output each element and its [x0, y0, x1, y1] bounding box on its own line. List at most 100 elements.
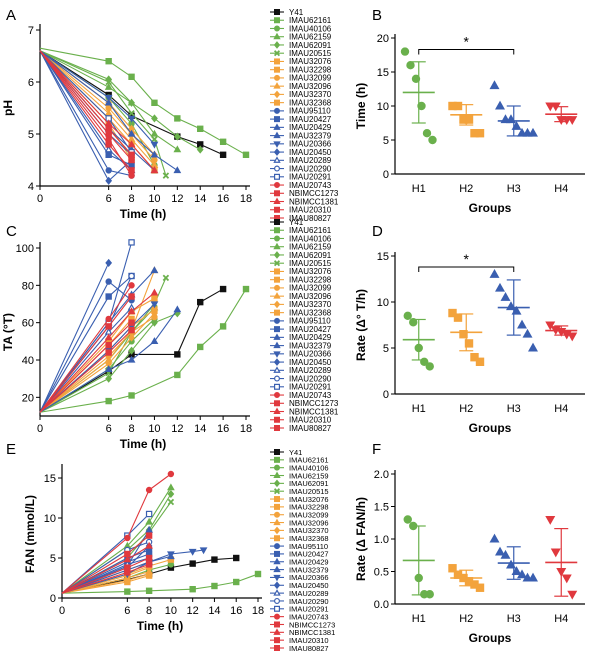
panel-b: 0 5 10 15 20 H1 H2 H3 H4 Groups Time (h) *: [354, 33, 585, 215]
data-point: [167, 551, 175, 559]
data-point: [470, 353, 479, 362]
series-imau32379: [39, 305, 182, 413]
data-point: [545, 516, 556, 525]
x-tick-label: 0: [37, 193, 43, 205]
legend-entry-imau32298: IMAU32298: [289, 65, 332, 74]
legend-entry-y41: Y41: [289, 218, 304, 227]
panel-e: 0 5 10 15 0 6 8 10 12 14 16 18 Time (h) FAN (mmol/L) Y…: [23, 448, 335, 653]
data-point: [219, 151, 227, 158]
series-imau20427: [39, 272, 135, 413]
data-point: [417, 101, 426, 111]
legend-entry-imau32368: IMAU32368: [289, 534, 329, 543]
y-axis-label: pH: [1, 100, 15, 116]
legend-entry-imau40106: IMAU40106: [289, 463, 329, 472]
data-point: [128, 167, 135, 174]
legend-marker: [274, 165, 281, 172]
series-imau32379: [39, 50, 182, 174]
data-point: [173, 166, 182, 174]
x-tick-label: 12: [187, 605, 199, 617]
data-point: [409, 318, 418, 327]
data-point: [188, 548, 197, 556]
y-tick-label: 0.5: [374, 567, 389, 579]
panel-letter-e: E: [6, 441, 16, 458]
series-nbimcc1273: [39, 50, 135, 174]
data-point: [167, 470, 175, 478]
series-imau62091: [39, 50, 204, 154]
series-line-nbimcc1381: [39, 50, 155, 171]
x-tick-label: 10: [148, 193, 160, 205]
data-point: [145, 517, 153, 525]
y-tick-label: 5: [50, 553, 56, 565]
legend-entry-imau20743: IMAU20743: [289, 181, 332, 190]
x-tick-label: 8: [128, 423, 134, 435]
data-point: [105, 323, 112, 330]
y-tick-label: 5: [383, 135, 389, 147]
legend: Y41IMAU62161IMAU40106IMAU62159IMAU62091I…: [270, 8, 339, 223]
data-point: [425, 590, 434, 599]
data-point: [127, 355, 136, 363]
data-point: [128, 326, 135, 334]
data-point: [173, 145, 182, 153]
legend-marker: [273, 197, 281, 205]
legend-entry-imau62161: IMAU62161: [289, 16, 332, 25]
data-point: [145, 532, 153, 539]
y-tick-label: 10: [377, 101, 389, 113]
legend-entry-imau20450: IMAU20450: [289, 358, 332, 367]
data-point: [127, 115, 136, 123]
data-point: [127, 129, 136, 137]
legend-entry-imau20289: IMAU20289: [289, 156, 332, 165]
data-point: [167, 483, 175, 491]
legend-entry-imau20450: IMAU20450: [289, 148, 332, 157]
data-point: [422, 128, 432, 138]
series-nbimcc1381: [39, 50, 159, 174]
data-point: [550, 548, 561, 558]
legend-entry-imau20289: IMAU20289: [289, 589, 329, 598]
x-tick-label: 6: [106, 423, 112, 435]
legend-marker: [273, 358, 281, 366]
data-point: [464, 115, 474, 124]
legend-entry-imau20515: IMAU20515: [289, 259, 332, 268]
data-point: [105, 167, 112, 174]
data-point: [242, 285, 250, 293]
legend-entry-imau32379: IMAU32379: [289, 341, 332, 350]
series-imau62161: [39, 285, 250, 413]
legend-marker: [273, 41, 281, 49]
y-tick-label: 10: [44, 513, 56, 525]
legend-marker: [274, 317, 281, 324]
legend-entry-imau32076: IMAU32076: [289, 267, 332, 276]
data-point: [254, 570, 262, 578]
data-point: [561, 574, 572, 584]
legend-entry-imau40106: IMAU40106: [289, 24, 332, 33]
y-tick-label: 1.5: [374, 502, 389, 514]
data-point: [511, 305, 522, 315]
data-point: [128, 293, 135, 300]
y-tick-label: 2.0: [374, 469, 389, 481]
legend-marker: [274, 99, 281, 106]
x-tick-label-h4: H4: [554, 613, 568, 625]
data-point: [403, 311, 412, 320]
legend-entry-imau32370: IMAU32370: [289, 300, 332, 309]
legend-marker: [274, 637, 281, 644]
y-axis-label: Rate (Δ° T/h): [354, 289, 368, 361]
legend-entry-imau32379: IMAU32379: [289, 131, 332, 140]
y-tick-label: 80: [22, 280, 34, 292]
legend-entry-imau20427: IMAU20427: [289, 550, 329, 559]
data-point: [124, 588, 131, 595]
data-point: [145, 510, 153, 518]
y-axis-label: Time (h): [354, 83, 368, 129]
data-point: [104, 94, 113, 102]
legend-entry-imau32370: IMAU32370: [289, 526, 329, 535]
data-point: [150, 150, 159, 158]
data-point: [242, 151, 250, 158]
series-line-imau62159: [61, 487, 172, 594]
legend-marker: [273, 557, 281, 565]
x-tick-label: 18: [240, 423, 252, 435]
y-tick-label: 5: [383, 343, 389, 355]
series-imau20290: [39, 272, 135, 413]
legend-marker: [274, 107, 281, 114]
legend-marker: [274, 25, 281, 32]
legend-marker: [274, 550, 281, 557]
data-point: [506, 559, 516, 569]
series-line-imau20366: [39, 50, 155, 145]
data-point: [105, 278, 112, 285]
